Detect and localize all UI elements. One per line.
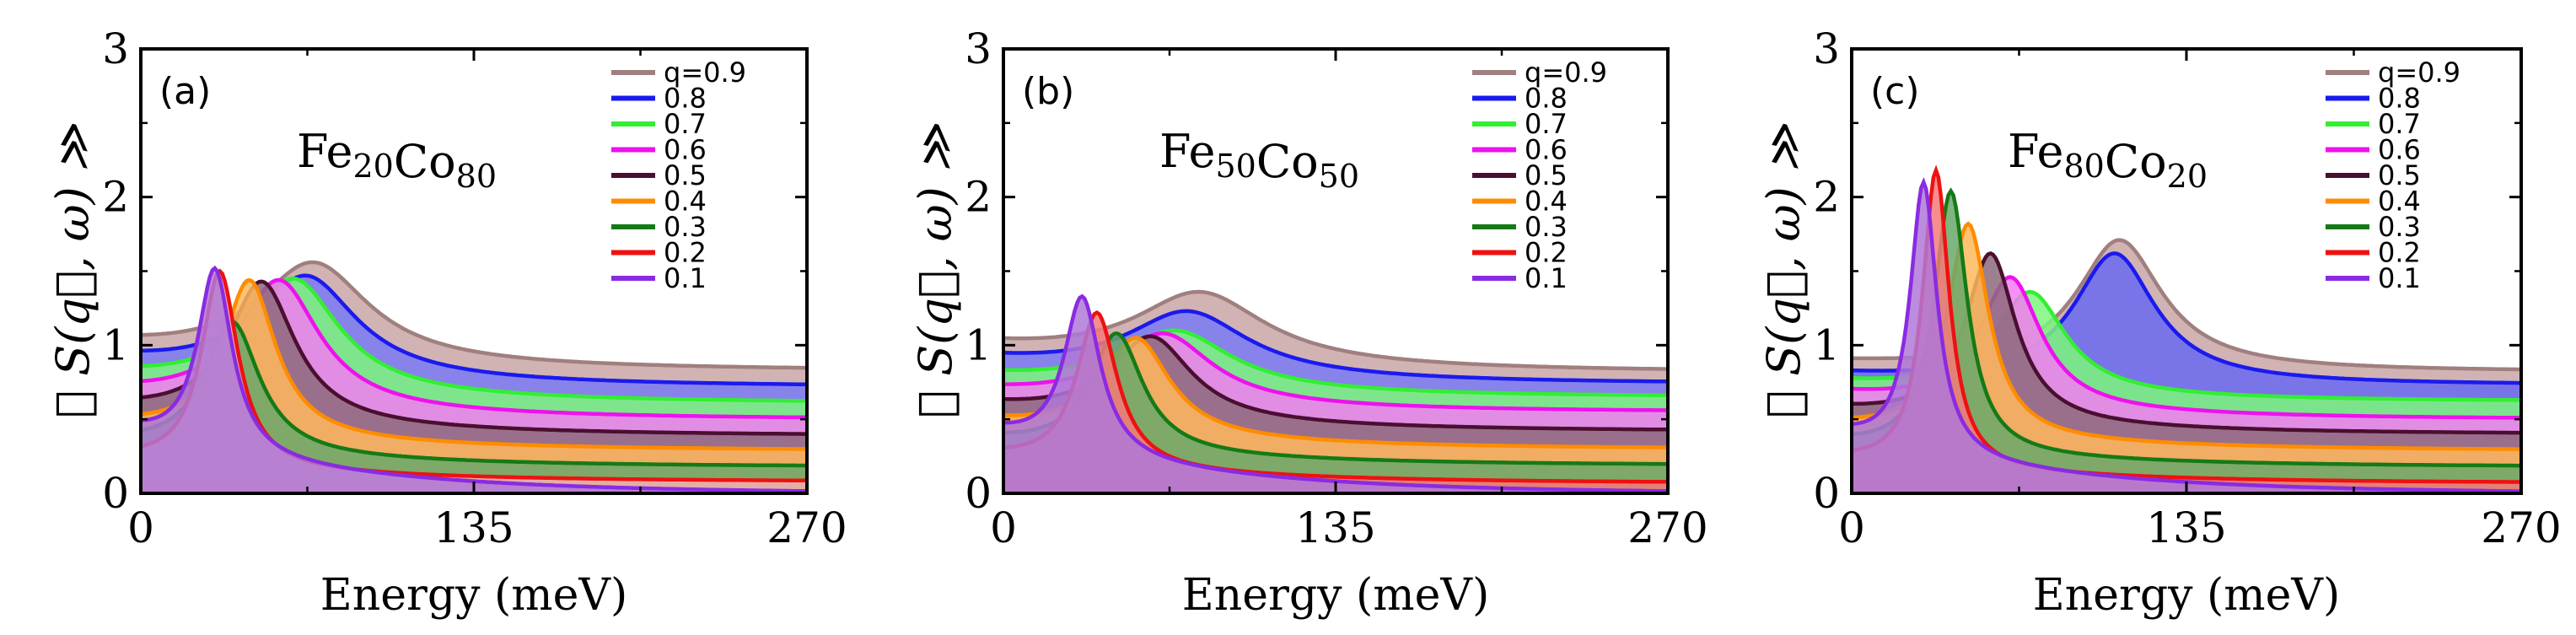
panel-label: (a) — [159, 70, 211, 113]
series-area-0.3 — [141, 321, 807, 493]
y-tick-label: 1 — [102, 320, 129, 369]
panel-label: (b) — [1022, 70, 1074, 113]
legend-label: 0.4 — [1525, 186, 1568, 218]
legend-label: 0.8 — [2378, 83, 2421, 115]
legend-label: 0.4 — [2378, 186, 2421, 218]
title-element: Co — [2105, 135, 2167, 188]
legend-label: 0.1 — [1525, 262, 1568, 294]
chart-panel-3: 0 1 2 3 0 135 270 Energy (meV) ≪ S(q⃗, ω) ≫ (c) Fe… — [1757, 24, 2562, 621]
y-tick-label: 2 — [965, 173, 992, 222]
y-axis-label: ≪ S(q⃗, ω) ≫ — [46, 123, 99, 417]
series-line-0.3 — [141, 319, 807, 468]
composition-title: Fe80Co20 — [2008, 125, 2208, 195]
y-tick-label: 3 — [102, 24, 129, 73]
x-tick-label: 270 — [1627, 503, 1707, 552]
x-tick-label: 135 — [2146, 503, 2226, 552]
legend-label: 0.3 — [664, 211, 707, 243]
x-axis-label: Energy (meV) — [1182, 570, 1489, 621]
title-subscript: 20 — [2167, 158, 2208, 195]
title-element: Co — [1256, 135, 1319, 188]
title-subscript: 20 — [352, 148, 393, 185]
series-line-q0.9 — [1003, 289, 1668, 371]
y-tick-label: 3 — [965, 24, 992, 73]
title-subscript: 80 — [456, 158, 497, 195]
y-tick-label: 3 — [1813, 24, 1840, 73]
y-axis-label: ≪ S(q⃗, ω) ≫ — [1757, 123, 1810, 417]
series-line-0.1 — [141, 265, 807, 493]
legend-label: 0.6 — [2378, 134, 2421, 166]
series-line-0.4 — [141, 277, 807, 451]
title-element: Fe — [2008, 125, 2063, 178]
series-area-0.1 — [1003, 296, 1668, 493]
title-element: Fe — [1159, 125, 1215, 178]
legend-label: 0.7 — [1525, 108, 1568, 140]
series-area-0.3 — [1003, 333, 1668, 493]
x-tick-label: 270 — [766, 503, 847, 552]
plot-area — [1852, 164, 2521, 493]
title-element: Co — [394, 135, 456, 188]
y-tick-label: 2 — [1813, 173, 1840, 222]
y-tick-label: 1 — [965, 320, 992, 369]
y-tick-label: 0 — [1813, 469, 1840, 518]
y-tick-label: 1 — [1813, 320, 1840, 369]
series-line-0.2 — [1852, 164, 2521, 484]
legend-label: 0.5 — [664, 159, 707, 191]
series-line-0.3 — [1852, 187, 2521, 468]
title-subscript: 50 — [1215, 148, 1256, 185]
title-subscript: 80 — [2063, 148, 2104, 185]
title-element: Fe — [297, 125, 352, 178]
legend-label: q=0.9 — [664, 57, 746, 89]
legend-label: 0.8 — [1525, 83, 1568, 115]
x-axis-label: Energy (meV) — [2033, 570, 2340, 621]
legend-label: 0.2 — [2378, 237, 2421, 269]
series-line-0.3 — [1003, 331, 1668, 466]
x-tick-label: 0 — [1838, 503, 1865, 552]
legend-label: 0.3 — [2378, 211, 2421, 243]
plot-area — [141, 260, 807, 493]
chart-panel-2: 0 1 2 3 0 135 270 Energy (meV) ≪ S(q⃗, ω) ≫ (b) Fe… — [909, 24, 1708, 621]
y-tick-label: 0 — [965, 469, 992, 518]
legend-label: 0.6 — [664, 134, 707, 166]
x-tick-label: 135 — [433, 503, 514, 552]
legend-label: 0.2 — [664, 237, 707, 269]
y-axis-label: ≪ S(q⃗, ω) ≫ — [909, 123, 962, 417]
x-axis-label: Energy (meV) — [320, 570, 627, 621]
chart-panel-1: 0 1 2 3 0 135 270 Energy (meV) ≪ S(q⃗, ω) ≫ (a) Fe… — [46, 24, 847, 621]
legend-label: 0.2 — [1525, 237, 1568, 269]
x-tick-label: 270 — [2481, 503, 2561, 552]
legend-label: 0.5 — [2378, 159, 2421, 191]
y-tick-label: 0 — [102, 469, 129, 518]
composition-title: Fe50Co50 — [1159, 125, 1359, 195]
series-line-0.2 — [1003, 310, 1668, 484]
x-tick-label: 135 — [1295, 503, 1375, 552]
legend-label: 0.8 — [664, 83, 707, 115]
y-tick-label: 2 — [102, 173, 129, 222]
legend-label: 0.4 — [664, 186, 707, 218]
legend-label: q=0.9 — [2378, 57, 2460, 89]
series-line-0.1 — [1003, 293, 1668, 493]
legend-label: 0.7 — [664, 108, 707, 140]
series-line-0.2 — [141, 268, 807, 483]
legend-label: 0.3 — [1525, 211, 1568, 243]
legend-label: 0.7 — [2378, 108, 2421, 140]
composition-title: Fe20Co80 — [297, 125, 497, 195]
legend-label: 0.1 — [664, 262, 707, 294]
legend-label: 0.1 — [2378, 262, 2421, 294]
legend-label: 0.6 — [1525, 134, 1568, 166]
title-subscript: 50 — [1319, 158, 1359, 195]
series-line-0.4 — [1852, 221, 2521, 451]
legend-label: q=0.9 — [1525, 57, 1607, 89]
plot-area — [1003, 289, 1668, 493]
series-area-0.4 — [1852, 223, 2521, 493]
x-tick-label: 0 — [127, 503, 154, 552]
legend-label: 0.5 — [1525, 159, 1568, 191]
panel-label: (c) — [1870, 70, 1920, 113]
x-tick-label: 0 — [990, 503, 1017, 552]
